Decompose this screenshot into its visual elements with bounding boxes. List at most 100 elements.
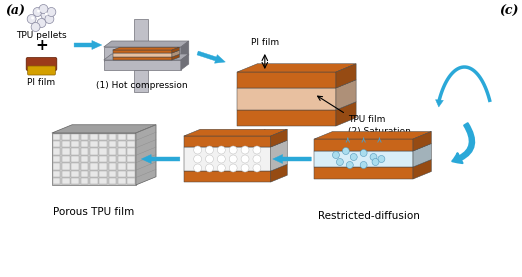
Circle shape: [41, 11, 50, 19]
Text: PI film: PI film: [251, 149, 279, 158]
Polygon shape: [90, 141, 98, 147]
Polygon shape: [53, 134, 61, 140]
Polygon shape: [72, 171, 79, 177]
Polygon shape: [80, 148, 88, 155]
Polygon shape: [237, 110, 336, 126]
Circle shape: [241, 164, 249, 172]
Polygon shape: [72, 178, 79, 184]
Polygon shape: [113, 53, 172, 57]
Polygon shape: [99, 156, 107, 162]
Polygon shape: [134, 70, 148, 92]
Circle shape: [194, 164, 201, 172]
FancyBboxPatch shape: [28, 66, 55, 75]
Polygon shape: [127, 178, 135, 184]
Circle shape: [33, 7, 42, 17]
Polygon shape: [104, 41, 189, 47]
FancyArrow shape: [141, 155, 180, 163]
Circle shape: [194, 146, 201, 154]
Circle shape: [37, 19, 46, 27]
Circle shape: [45, 14, 54, 24]
Polygon shape: [109, 171, 116, 177]
Polygon shape: [127, 163, 135, 170]
Polygon shape: [118, 156, 126, 162]
Polygon shape: [99, 163, 107, 170]
Polygon shape: [104, 54, 189, 60]
Polygon shape: [72, 141, 79, 147]
Circle shape: [27, 14, 36, 24]
Circle shape: [378, 155, 385, 163]
Polygon shape: [72, 156, 79, 162]
Circle shape: [31, 22, 40, 32]
Polygon shape: [90, 156, 98, 162]
Circle shape: [229, 164, 237, 172]
Circle shape: [229, 155, 237, 163]
Polygon shape: [99, 141, 107, 147]
Polygon shape: [109, 156, 116, 162]
Polygon shape: [181, 41, 189, 61]
Polygon shape: [62, 141, 70, 147]
Polygon shape: [90, 171, 98, 177]
Circle shape: [360, 161, 367, 168]
Text: (2) Saturation: (2) Saturation: [348, 127, 411, 136]
Circle shape: [350, 153, 357, 160]
Text: TPU film: TPU film: [348, 115, 385, 124]
Polygon shape: [80, 141, 88, 147]
FancyArrow shape: [272, 155, 311, 163]
Polygon shape: [90, 163, 98, 170]
Polygon shape: [104, 60, 181, 70]
Circle shape: [39, 4, 48, 14]
Polygon shape: [118, 171, 126, 177]
Polygon shape: [413, 160, 431, 179]
Polygon shape: [314, 167, 413, 179]
Circle shape: [217, 146, 226, 154]
Circle shape: [31, 17, 34, 19]
Polygon shape: [181, 54, 189, 70]
Polygon shape: [237, 88, 336, 110]
Circle shape: [45, 12, 48, 16]
Polygon shape: [72, 148, 79, 155]
Circle shape: [206, 146, 213, 154]
Text: (a): (a): [5, 5, 25, 18]
Text: PI film: PI film: [28, 78, 55, 87]
Polygon shape: [109, 141, 116, 147]
Text: PI film: PI film: [251, 38, 279, 47]
Polygon shape: [314, 139, 413, 151]
Circle shape: [253, 146, 261, 154]
Circle shape: [372, 158, 379, 165]
Circle shape: [360, 150, 367, 157]
Polygon shape: [113, 57, 172, 60]
FancyArrow shape: [197, 51, 226, 63]
Polygon shape: [80, 171, 88, 177]
Text: Porous TPU film: Porous TPU film: [53, 207, 135, 217]
Polygon shape: [314, 151, 413, 167]
Text: Restricted-diffusion: Restricted-diffusion: [317, 211, 420, 221]
Circle shape: [253, 164, 261, 172]
Polygon shape: [109, 148, 116, 155]
Polygon shape: [118, 178, 126, 184]
Circle shape: [346, 161, 353, 168]
Circle shape: [47, 7, 56, 17]
Polygon shape: [336, 64, 356, 88]
Circle shape: [206, 164, 213, 172]
Circle shape: [229, 146, 237, 154]
Polygon shape: [53, 163, 61, 170]
Circle shape: [333, 152, 339, 158]
Polygon shape: [53, 178, 61, 184]
Circle shape: [241, 146, 249, 154]
Polygon shape: [237, 72, 336, 88]
Polygon shape: [184, 136, 271, 147]
Polygon shape: [127, 148, 135, 155]
Polygon shape: [109, 178, 116, 184]
Polygon shape: [109, 163, 116, 170]
Polygon shape: [184, 129, 287, 136]
Circle shape: [370, 153, 377, 160]
Circle shape: [241, 155, 249, 163]
Polygon shape: [184, 147, 271, 171]
Circle shape: [253, 155, 261, 163]
FancyArrow shape: [74, 40, 102, 50]
Polygon shape: [52, 133, 136, 185]
Text: (c): (c): [499, 5, 518, 18]
Polygon shape: [118, 163, 126, 170]
Polygon shape: [237, 64, 356, 72]
Polygon shape: [53, 148, 61, 155]
